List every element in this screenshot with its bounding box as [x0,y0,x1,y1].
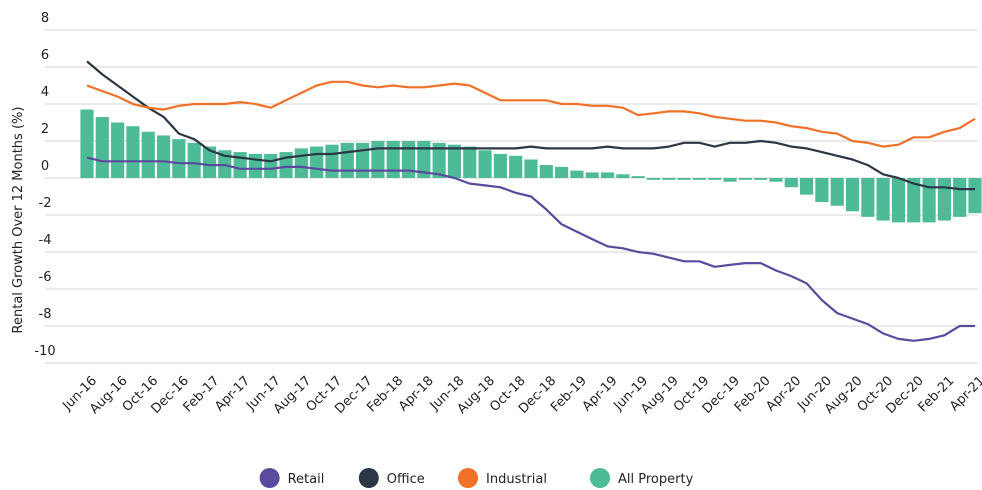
bar [907,178,921,223]
bar [891,178,906,223]
y-tick-label: -2 [39,196,52,211]
bar [172,139,186,178]
bar [784,178,798,188]
bar [386,141,400,178]
legend-label: Retail [288,472,325,487]
bar [662,178,676,180]
bar [432,142,446,178]
bar [830,178,844,206]
bar [631,176,645,178]
bar [80,109,94,178]
bar [95,116,109,178]
bar [585,172,599,178]
bar [187,142,201,178]
bar [570,170,584,178]
bar [141,131,155,178]
bar [968,178,982,214]
bar [937,178,951,221]
y-tick-label: -8 [39,307,52,322]
y-axis-label: Rental Growth Over 12 Months (%) [11,107,26,334]
y-tick-label: -10 [34,344,55,359]
legend-swatch [590,468,610,488]
bar [202,146,217,178]
bar [815,178,829,203]
y-tick-label: 4 [41,85,49,100]
bar [723,178,737,182]
legend-label: Industrial [486,472,547,487]
bar [708,178,722,180]
legend-label: Office [387,472,425,487]
bar [264,153,278,178]
bar [478,150,492,178]
bar [769,178,783,182]
bar [922,178,936,223]
bar [555,166,569,178]
bar [371,141,385,178]
bar [126,126,140,178]
y-tick-label: 6 [41,48,49,63]
y-tick-label: -6 [39,270,52,285]
bar [294,148,308,178]
legend-label: All Property [618,472,694,487]
x-tick-label: Apr-20 [763,373,804,414]
x-tick-label: Apr-18 [396,373,437,414]
line-industrial [86,80,976,148]
bar [493,153,507,178]
legend-swatch [458,468,478,488]
bar [646,178,661,180]
lines [86,60,976,342]
bar [600,172,615,178]
bar [417,141,431,178]
bar [356,142,370,178]
bar [738,178,752,180]
bar [539,165,553,178]
y-tick-label: 8 [41,11,49,26]
bar [340,142,354,178]
line-retail [86,156,975,342]
bar [509,155,523,178]
y-tick-label: -4 [39,233,52,248]
bar [677,178,691,180]
bar [447,144,462,178]
bar [463,146,477,178]
x-tick-label: Apr-17 [212,373,253,414]
bar [325,144,339,178]
bar [861,178,875,217]
bar [310,146,324,178]
bar [876,178,890,221]
legend-swatch [358,468,379,488]
y-tick-label: 2 [41,122,49,137]
bar [111,122,125,178]
bar [616,174,630,178]
line-office [86,60,975,191]
bar [524,159,538,178]
bar [754,178,768,180]
bar [845,178,860,212]
legend-swatch [259,468,280,488]
bar [800,178,814,195]
bar [248,153,262,178]
bar [401,141,416,178]
x-tick-label: Apr-19 [580,373,621,414]
bar [692,178,706,180]
bar [953,178,967,217]
y-tick-label: 0 [41,159,49,174]
bar [156,135,171,178]
